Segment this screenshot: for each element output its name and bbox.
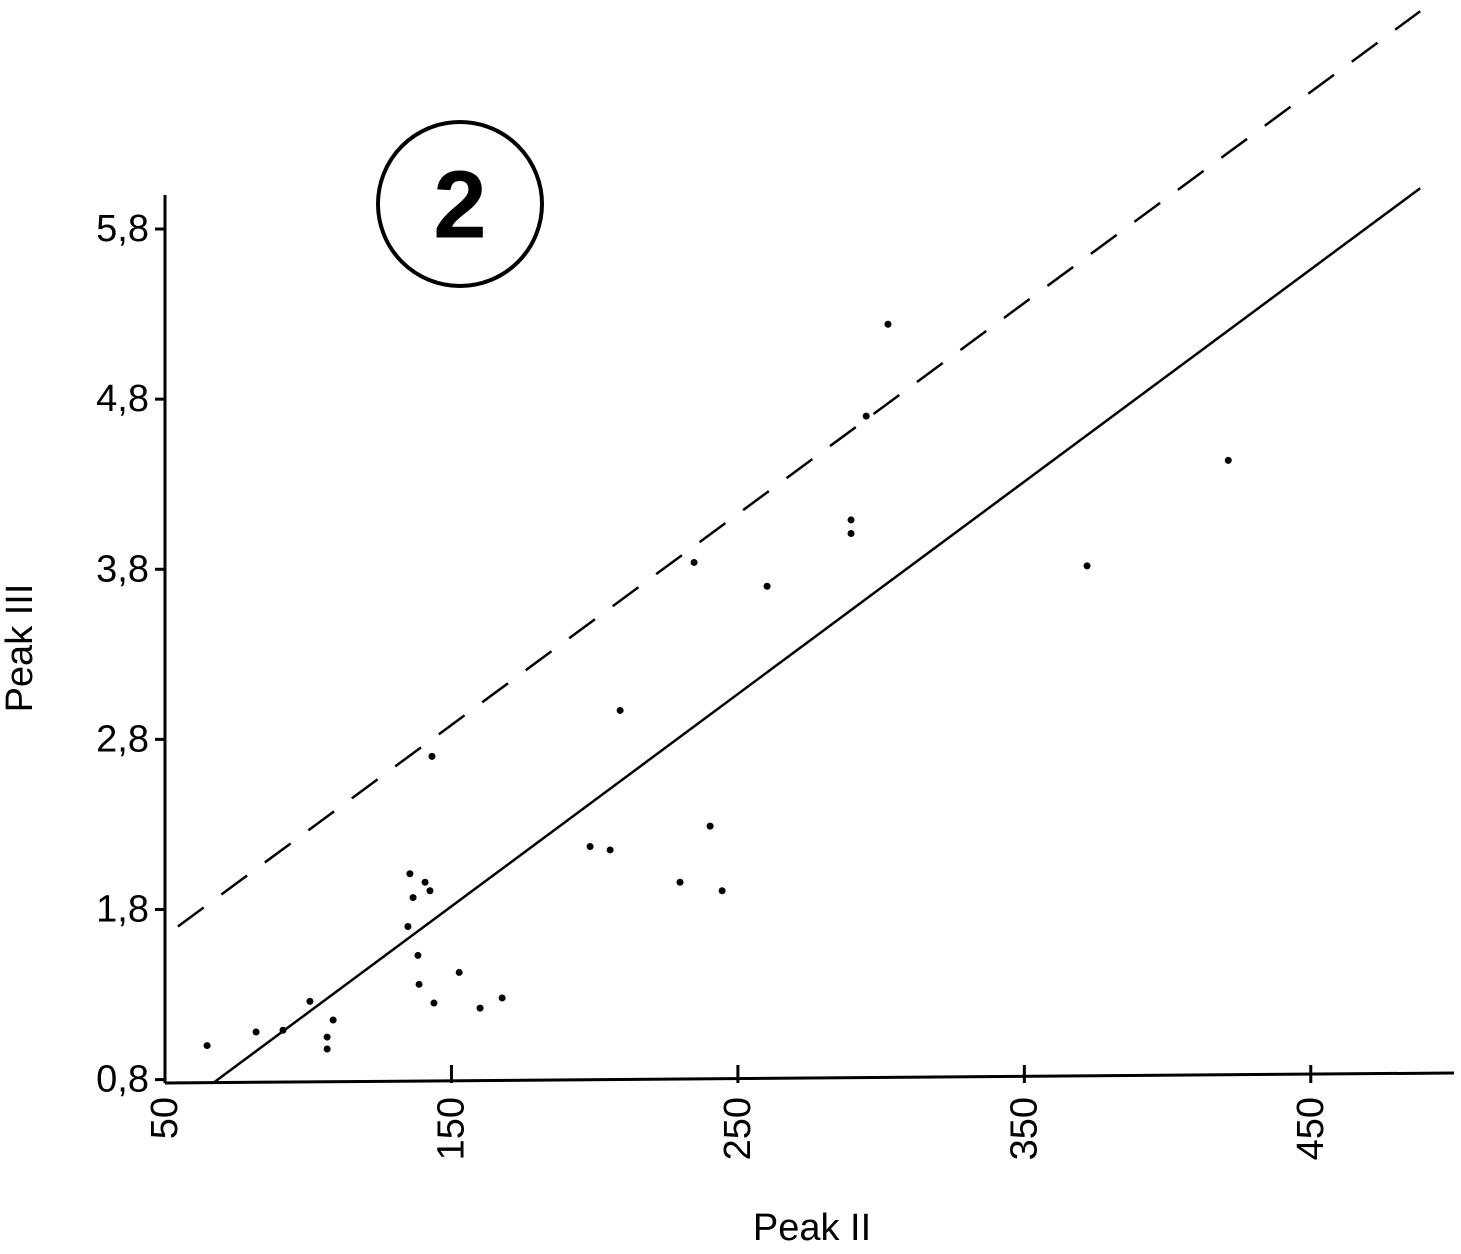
point xyxy=(763,582,771,590)
point xyxy=(306,997,314,1005)
point xyxy=(586,843,594,851)
point xyxy=(426,887,434,895)
point xyxy=(203,1042,211,1050)
point xyxy=(323,1033,331,1041)
x-axis xyxy=(164,1071,1455,1085)
point xyxy=(862,412,870,420)
point xyxy=(676,878,684,886)
y-tick-label: 0,8 xyxy=(96,1059,149,1101)
point xyxy=(718,887,726,895)
point xyxy=(1224,456,1232,464)
point xyxy=(690,558,698,566)
y-tick-label: 3,8 xyxy=(96,548,149,590)
point xyxy=(421,878,429,886)
point xyxy=(406,870,414,878)
y-tick-label: 1,8 xyxy=(96,888,149,930)
point xyxy=(279,1026,287,1034)
point xyxy=(884,320,892,328)
point xyxy=(430,999,438,1007)
point xyxy=(847,516,855,524)
x-axis-label: Peak II xyxy=(753,1207,871,1249)
point xyxy=(847,530,855,538)
x-tick-label: 150 xyxy=(430,1097,472,1160)
x-tick-label: 350 xyxy=(1003,1097,1045,1160)
fit-line xyxy=(212,187,1421,1085)
fit-line xyxy=(177,10,1421,928)
point xyxy=(415,980,423,988)
y-tick-label: 5,8 xyxy=(96,208,149,250)
point xyxy=(476,1004,484,1012)
x-tick-label: 50 xyxy=(144,1097,186,1139)
point xyxy=(1083,562,1091,570)
x-tick-label: 250 xyxy=(717,1097,759,1160)
point xyxy=(428,752,436,760)
y-axis-label: Peak III xyxy=(0,584,41,713)
point xyxy=(706,822,714,830)
point xyxy=(329,1016,337,1024)
point xyxy=(616,706,624,714)
point xyxy=(323,1045,331,1053)
point xyxy=(404,922,412,930)
point xyxy=(252,1028,260,1036)
annotation-circle xyxy=(376,120,544,288)
y-tick-label: 2,8 xyxy=(96,718,149,760)
x-tick-label: 450 xyxy=(1290,1097,1332,1160)
point xyxy=(409,894,417,902)
y-tick-label: 4,8 xyxy=(96,378,149,420)
point xyxy=(498,994,506,1002)
annotation: 2 xyxy=(433,152,486,259)
point xyxy=(606,846,614,854)
point xyxy=(414,951,422,959)
point xyxy=(455,968,463,976)
